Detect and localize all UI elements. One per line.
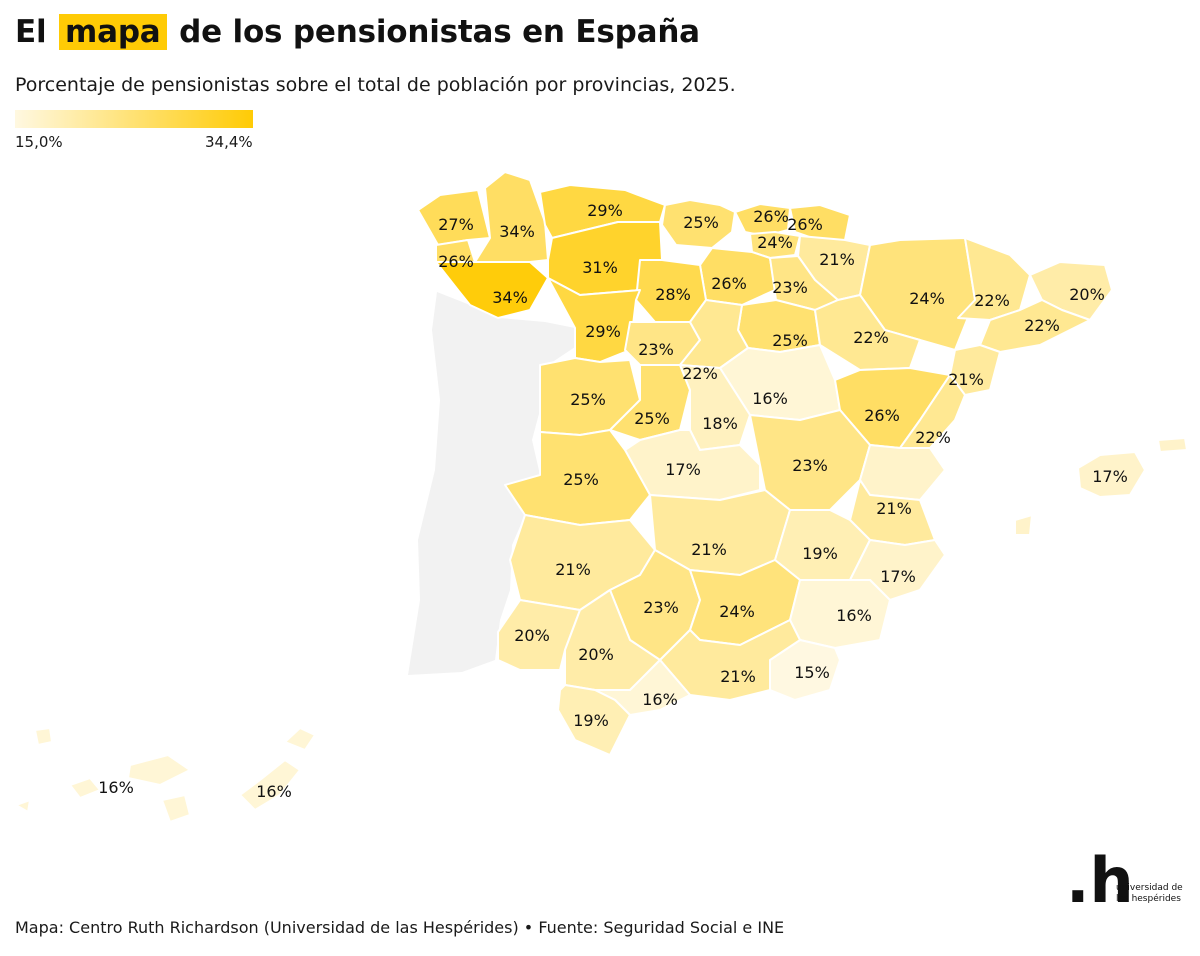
province-value-label: 31%: [582, 258, 618, 277]
province-value-label: 25%: [563, 470, 599, 489]
province-value-label: 16%: [98, 778, 134, 797]
logo-text: universidad de las hespérides: [1116, 883, 1183, 904]
province-granada: [659, 619, 801, 701]
province-value-label: 23%: [792, 456, 828, 475]
province-cadiz: [557, 684, 631, 756]
province-value-label: 34%: [499, 222, 535, 241]
province-pontevedra: [435, 239, 476, 263]
portugal-region: [408, 292, 578, 675]
province-canarias-fuerteventura: [239, 759, 301, 811]
title-highlight: mapa: [59, 14, 167, 50]
title-after: de los pensionistas en España: [179, 14, 700, 50]
subtitle: Porcentaje de pensionistas sobre el tota…: [15, 74, 736, 96]
province-value-label: 29%: [587, 201, 623, 220]
province-cantabria: [661, 199, 736, 249]
province-value-label: 26%: [438, 252, 474, 271]
university-logo: .h universidad de las hespérides: [1066, 850, 1196, 920]
province-value-label: 22%: [1024, 316, 1060, 335]
province-value-label: 17%: [665, 460, 701, 479]
province-value-label: 16%: [836, 606, 872, 625]
province-baleares-menorca: [1157, 437, 1188, 453]
page-title: El mapa de los pensionistas en España: [15, 14, 700, 50]
legend-max-label: 34,4%: [205, 133, 253, 151]
province-value-label: 19%: [802, 544, 838, 563]
province-value-label: 25%: [683, 213, 719, 232]
province-value-label: 27%: [438, 215, 474, 234]
province-canarias-lanzarote: [284, 727, 316, 751]
province-value-label: 16%: [752, 389, 788, 408]
province-canarias-la-gomera: [69, 777, 101, 799]
province-baleares-ibiza: [1014, 514, 1033, 536]
province-value-label: 29%: [585, 322, 621, 341]
legend-min-label: 15,0%: [15, 133, 63, 151]
province-bizkaia: [734, 203, 791, 237]
province-value-label: 20%: [514, 626, 550, 645]
province-value-label: 34%: [492, 288, 528, 307]
province-value-label: 24%: [757, 233, 793, 252]
province-baleares-mallorca: [1077, 451, 1146, 498]
province-value-label: 22%: [682, 364, 718, 383]
province-value-label: 15%: [794, 663, 830, 682]
province-value-label: 26%: [787, 215, 823, 234]
province-value-label: 21%: [555, 560, 591, 579]
province-value-label: 26%: [753, 207, 789, 226]
province-value-label: 22%: [915, 428, 951, 447]
province-value-label: 25%: [570, 390, 606, 409]
province-canarias-tenerife: [127, 754, 191, 786]
province-value-label: 21%: [948, 370, 984, 389]
title-before: El: [15, 14, 47, 50]
province-lugo: [474, 171, 549, 263]
province-value-label: 21%: [691, 540, 727, 559]
province-value-label: 23%: [772, 278, 808, 297]
province-value-label: 17%: [1092, 467, 1128, 486]
province-value-label: 17%: [880, 567, 916, 586]
province-value-label: 24%: [719, 602, 755, 621]
province-value-label: 22%: [853, 328, 889, 347]
province-value-label: 16%: [642, 690, 678, 709]
province-value-label: 20%: [578, 645, 614, 664]
province-value-label: 28%: [655, 285, 691, 304]
province-huelva: [497, 599, 581, 671]
province-value-label: 24%: [909, 289, 945, 308]
province-value-label: 21%: [720, 667, 756, 686]
logo-mark: .h: [1066, 844, 1134, 917]
province-value-label: 18%: [702, 414, 738, 433]
province-value-label: 21%: [876, 499, 912, 518]
province-value-label: 26%: [864, 406, 900, 425]
province-value-label: 20%: [1069, 285, 1105, 304]
province-value-label: 23%: [643, 598, 679, 617]
province-value-label: 21%: [819, 250, 855, 269]
source-note: Mapa: Centro Ruth Richardson (Universida…: [15, 918, 785, 937]
province-canarias-gran-canaria: [161, 794, 191, 823]
province-value-label: 23%: [638, 340, 674, 359]
province-value-label: 22%: [974, 291, 1010, 310]
province-value-label: 25%: [634, 409, 670, 428]
province-canarias-la-palma: [34, 727, 53, 746]
province-value-label: 25%: [772, 331, 808, 350]
province-value-label: 26%: [711, 274, 747, 293]
legend-color-scale: [15, 110, 253, 128]
province-valencia-north: [859, 444, 946, 501]
province-ourense-pontevedra: [435, 261, 549, 319]
province-value-label: 16%: [256, 782, 292, 801]
province-cuenca: [749, 409, 871, 511]
province-value-label: 19%: [573, 711, 609, 730]
province-canarias-el-hierro: [15, 799, 31, 813]
